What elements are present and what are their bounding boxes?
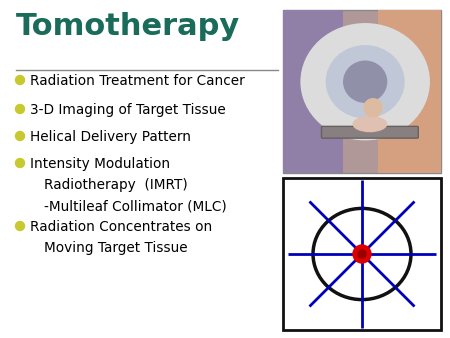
Text: Moving Target Tissue: Moving Target Tissue: [44, 241, 188, 255]
Text: Radiation Concentrates on: Radiation Concentrates on: [30, 220, 212, 234]
Text: Intensity Modulation: Intensity Modulation: [30, 157, 170, 171]
FancyBboxPatch shape: [378, 10, 441, 173]
Text: Helical Delivery Pattern: Helical Delivery Pattern: [30, 130, 191, 144]
Circle shape: [358, 250, 366, 258]
Circle shape: [15, 104, 24, 114]
Ellipse shape: [326, 45, 405, 118]
Ellipse shape: [301, 23, 430, 140]
Ellipse shape: [343, 61, 387, 103]
Text: 3-D Imaging of Target Tissue: 3-D Imaging of Target Tissue: [30, 103, 226, 117]
FancyBboxPatch shape: [321, 126, 419, 138]
Text: Radiation Treatment for Cancer: Radiation Treatment for Cancer: [30, 74, 245, 88]
Ellipse shape: [352, 116, 387, 132]
Circle shape: [15, 75, 24, 84]
FancyBboxPatch shape: [283, 178, 441, 330]
Circle shape: [15, 221, 24, 231]
Text: -Multileaf Collimator (MLC): -Multileaf Collimator (MLC): [44, 199, 227, 213]
FancyBboxPatch shape: [283, 10, 343, 173]
Text: Tomotherapy: Tomotherapy: [16, 12, 240, 41]
FancyBboxPatch shape: [283, 10, 441, 173]
Circle shape: [353, 245, 371, 263]
Circle shape: [15, 131, 24, 141]
Circle shape: [15, 159, 24, 168]
Circle shape: [363, 98, 383, 118]
Text: Radiotherapy  (IMRT): Radiotherapy (IMRT): [44, 178, 188, 192]
